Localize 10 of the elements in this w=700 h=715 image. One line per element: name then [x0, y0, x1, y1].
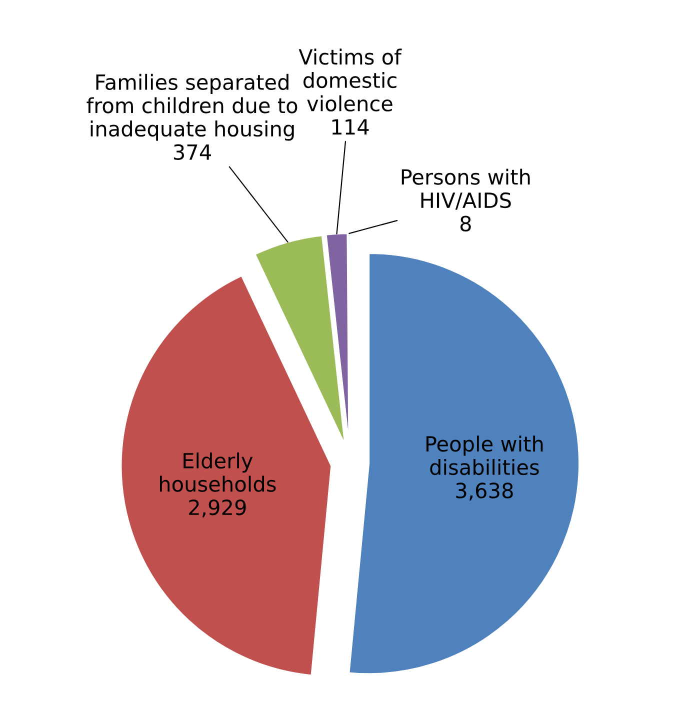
data-label: 374 [174, 144, 211, 160]
data-label: 2,929 [189, 499, 246, 518]
slice-label: People with disabilities [426, 436, 543, 476]
data-label: 3,638 [456, 482, 513, 501]
slice-label: Families separated from children due to inadequate housing [86, 74, 298, 141]
slice-label: Victims of domestic violence [298, 48, 402, 112]
data-label: 114 [332, 119, 369, 134]
slice-label: Elderly households [160, 452, 276, 492]
slice-label: Persons with HIV/AIDS [402, 168, 530, 210]
data-label: 8 [460, 216, 471, 232]
